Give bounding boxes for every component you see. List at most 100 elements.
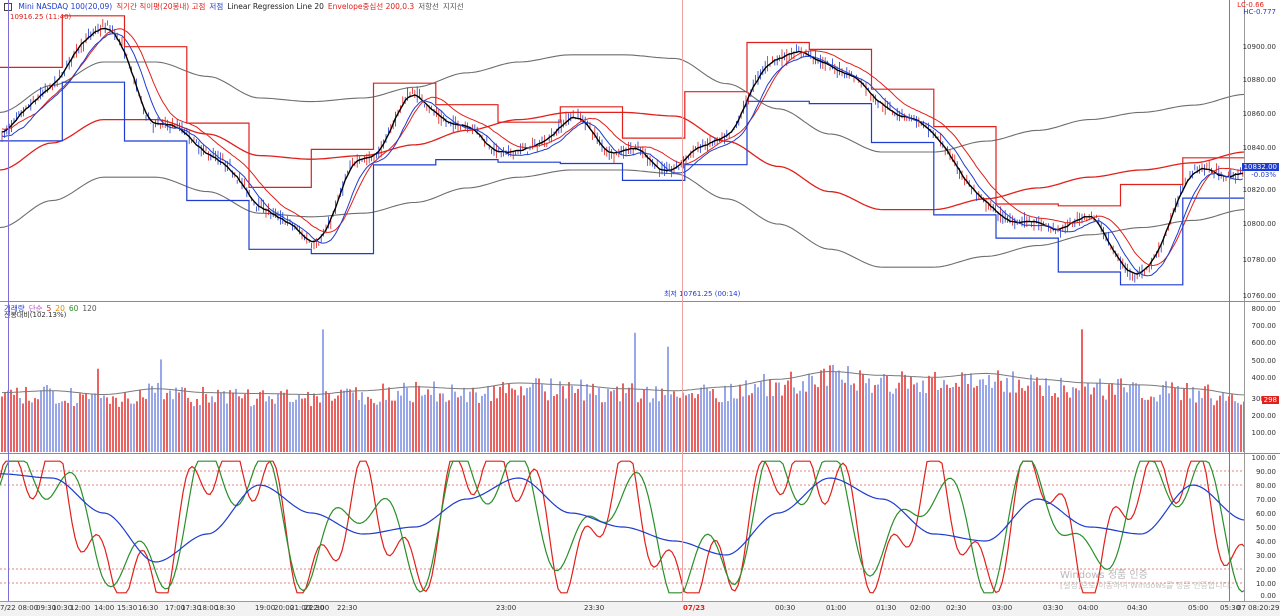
time-tick: 03:00 <box>992 604 1013 612</box>
stoch-y-tick: 20.00 <box>1255 566 1276 574</box>
volume-panel[interactable]: 800.00 700.00 600.00 500.00 400.00 300.0… <box>0 302 1280 453</box>
volume-y-tick: 400.00 <box>1251 374 1277 382</box>
envelope-upper-line <box>0 54 1245 153</box>
time-tick: 02:00 <box>910 604 931 612</box>
time-tick: 04:00 <box>1078 604 1099 612</box>
time-tick: 01:30 <box>876 604 897 612</box>
time-tick: 12:00 <box>70 604 91 612</box>
time-axis: 7/22 08:00 09:30 10:30 12:00 14:00 15:30 16:30 1… <box>0 601 1280 616</box>
price-legend-item: Envelope중심선 200,0.3 <box>327 2 415 11</box>
price-y-tick: 10820.00 <box>1242 186 1276 194</box>
current-change: -0.03% <box>1251 171 1276 179</box>
watermark-note: [설정]으로 이동하여 Windows를 정품 인증합니다. <box>1060 581 1233 590</box>
volume-ratio-label: 전봉대비(102.13%) <box>4 311 67 319</box>
time-tick: 23:30 <box>584 604 605 612</box>
time-tick: 04:30 <box>1127 604 1148 612</box>
price-y-tick: 10860.00 <box>1242 110 1276 118</box>
period-low-step-line <box>0 81 1245 286</box>
price-legend-item: 저점 <box>209 2 224 11</box>
time-tick: 19:00 <box>255 604 276 612</box>
time-tick: 08:20:29 <box>1248 604 1280 612</box>
stoch-y-tick: 30.00 <box>1255 552 1276 560</box>
time-tick: 18:00 <box>198 604 219 612</box>
stoch-y-tick: 60.00 <box>1255 510 1276 518</box>
volume-legend-item: 60 <box>68 304 79 313</box>
session-line <box>1229 0 1230 601</box>
price-y-tick: 10760.00 <box>1242 292 1276 300</box>
volume-y-tick: 700.00 <box>1251 322 1277 330</box>
price-panel[interactable]: 10900.00 10880.00 10860.00 10840.00 1082… <box>0 0 1280 301</box>
time-tick: 21:30 <box>304 604 325 612</box>
stochastic-panel[interactable]: 100.00 90.00 80.00 70.00 60.00 50.00 40.… <box>0 454 1280 601</box>
period-high-step-line <box>0 15 1245 207</box>
price-legend-item: 직기간 직이평(20봉내) 고점 <box>116 2 206 11</box>
time-tick: 18:30 <box>215 604 236 612</box>
volume-legend-item: 단순 <box>28 304 43 313</box>
price-legend-item: 지지선 <box>442 2 464 11</box>
session-line <box>8 0 9 601</box>
time-tick: 21:00 <box>290 604 311 612</box>
stoch-d-line <box>0 460 1245 594</box>
stoch-y-tick: 100.00 <box>1251 454 1277 462</box>
time-tick: 17:00 <box>165 604 186 612</box>
price-y-tick: 10800.00 <box>1242 220 1276 228</box>
price-legend-item: Linear Regression Line 20 <box>227 2 324 11</box>
volume-y-tick: 500.00 <box>1251 357 1277 365</box>
volume-legend-item: 거래량 <box>4 304 25 313</box>
volume-y-tick: 600.00 <box>1251 339 1277 347</box>
price-y-tick: 10880.00 <box>1242 76 1276 84</box>
price-y-tick: 10900.00 <box>1242 43 1276 51</box>
time-tick: 16:30 <box>138 604 159 612</box>
stoch-slow-line <box>0 473 1245 563</box>
session-line <box>682 0 683 601</box>
price-legend: Mini NASDAQ 100(20,09) 직기간 직이평(20봉내) 고점 저점… <box>4 1 472 12</box>
time-tick: 08:00 <box>18 604 39 612</box>
volume-legend: 거래량 단순 5 20 60 120 <box>4 303 105 314</box>
time-tick: 22:30 <box>337 604 358 612</box>
time-tick: 17:30 <box>181 604 202 612</box>
time-tick: 02:30 <box>946 604 967 612</box>
time-tick: 01:00 <box>826 604 847 612</box>
stochastic-y-axis: 100.00 90.00 80.00 70.00 60.00 50.00 40.… <box>1244 454 1280 601</box>
volume-average-line <box>1 370 1245 396</box>
stoch-k-line <box>0 460 1245 594</box>
time-tick: 07/23 <box>683 604 706 612</box>
stochastic-chart[interactable] <box>0 454 1245 601</box>
fast-average-line <box>1 28 1243 267</box>
stoch-y-tick: 0.00 <box>1260 592 1276 600</box>
current-price-box: 10832.00 <box>1241 163 1279 171</box>
price-chart[interactable] <box>0 0 1245 301</box>
time-tick: 10:30 <box>52 604 73 612</box>
volume-y-tick: 200.00 <box>1251 412 1277 420</box>
volume-y-axis: 800.00 700.00 600.00 500.00 400.00 300.0… <box>1244 302 1280 453</box>
time-tick: 05:00 <box>1188 604 1209 612</box>
volume-legend-item: 120 <box>82 304 97 313</box>
stoch-y-tick: 10.00 <box>1255 580 1276 588</box>
price-y-axis: 10900.00 10880.00 10860.00 10840.00 1082… <box>1242 0 1280 301</box>
time-tick: 15:30 <box>117 604 138 612</box>
stoch-y-tick: 90.00 <box>1255 468 1276 476</box>
time-tick: 14:00 <box>94 604 115 612</box>
low-price-label: 최저 10761.25 (00:14) <box>664 290 741 298</box>
time-tick: 20:00 <box>274 604 295 612</box>
stoch-y-tick: 80.00 <box>1255 482 1276 490</box>
price-legend-item: Mini NASDAQ 100(20,09) <box>18 2 113 11</box>
slow-average-line <box>1 33 1243 277</box>
price-legend-item: 저항선 <box>418 2 439 11</box>
hc-label: HC-0.777 <box>1243 8 1276 16</box>
high-price-label: 10916.25 (11:40) <box>10 13 72 21</box>
volume-legend-item: 20 <box>55 304 65 313</box>
volume-y-tick: 100.00 <box>1251 429 1277 437</box>
price-y-tick: 10840.00 <box>1242 144 1276 152</box>
stoch-y-tick: 40.00 <box>1255 538 1276 546</box>
time-tick: 22:00 <box>309 604 330 612</box>
time-tick: 03:30 <box>1043 604 1064 612</box>
lc-label: LC-0.66 <box>1237 1 1264 9</box>
time-tick: 05:30 <box>1220 604 1241 612</box>
current-volume-box: 298 <box>1261 396 1279 404</box>
stoch-y-tick: 70.00 <box>1255 496 1276 504</box>
volume-legend-item: 5 <box>46 304 52 313</box>
time-tick: 7/22 <box>0 604 16 612</box>
stoch-y-tick: 50.00 <box>1255 524 1276 532</box>
volume-chart[interactable] <box>0 302 1245 453</box>
